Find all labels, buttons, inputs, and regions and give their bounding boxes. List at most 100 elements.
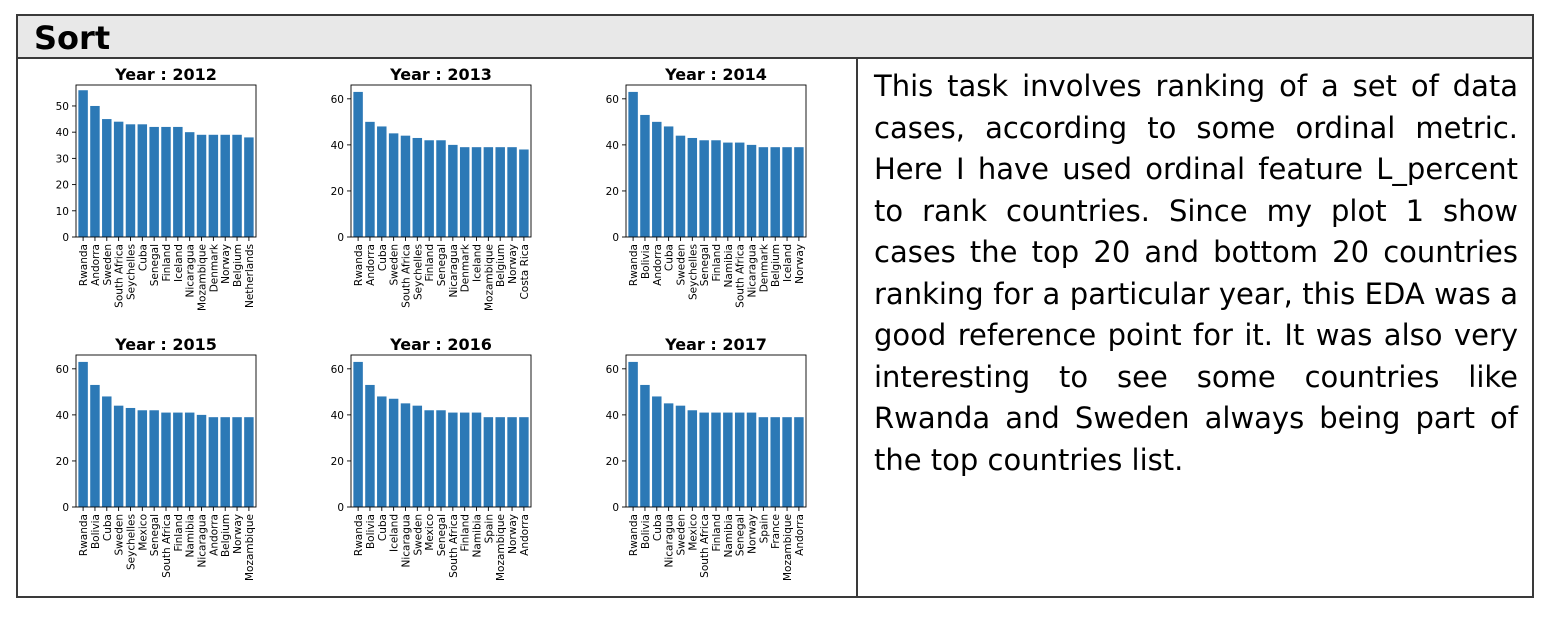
x-tick-label: Iceland [389, 514, 401, 552]
x-tick-label: Nicaragua [448, 244, 460, 297]
bar [161, 412, 171, 507]
y-tick-label: 0 [62, 232, 69, 244]
x-tick-label: Norway [794, 244, 806, 284]
chart-title: Year : 2013 [389, 65, 492, 84]
x-tick-label: Norway [747, 514, 759, 554]
y-tick-label: 20 [606, 186, 619, 198]
bar [102, 119, 112, 237]
bar [78, 361, 88, 507]
x-tick-label: Belgium [495, 244, 507, 287]
bar [723, 142, 733, 237]
bar [675, 135, 686, 237]
bar [78, 90, 88, 238]
bar [173, 412, 183, 507]
y-tick-label: 40 [606, 410, 619, 422]
bar [628, 361, 638, 507]
x-tick-label: South Africa [735, 244, 747, 308]
bar [663, 126, 674, 237]
bar [102, 396, 112, 507]
x-tick-label: South Africa [161, 514, 173, 578]
x-tick-label: Seychelles [687, 244, 699, 300]
bar [746, 412, 757, 507]
x-tick-label: Seychelles [125, 244, 137, 300]
x-tick-label: Seychelles [412, 244, 424, 300]
x-tick-label: Mexico [687, 514, 699, 551]
y-tick-label: 40 [606, 140, 619, 152]
x-tick-label: Sweden [675, 514, 687, 556]
bar [184, 412, 195, 507]
bar [782, 147, 792, 237]
bar [208, 417, 219, 507]
x-tick-label: Senegal [699, 244, 711, 286]
y-tick-label: 0 [337, 502, 344, 514]
bar [746, 144, 757, 237]
x-tick-label: Mozambique [495, 514, 507, 581]
bar [734, 142, 745, 237]
x-tick-label: Norway [232, 514, 244, 554]
x-tick-label: Mexico [424, 514, 436, 551]
x-tick-label: Sweden [102, 244, 114, 286]
chart-title: Year : 2012 [114, 65, 217, 84]
bar [113, 121, 124, 237]
y-tick-label: 20 [56, 180, 69, 192]
chart-title: Year : 2014 [664, 65, 767, 84]
bar [519, 417, 529, 507]
plots-grid: Year : 2012 0 10 20 30 40 50 Rwanda Andorra Swede… [18, 59, 856, 598]
bar-chart-2: Year : 2013 0 20 40 60 Rwanda Andorra Cuba Swede… [331, 65, 532, 311]
bar [244, 417, 254, 507]
bar [90, 105, 100, 237]
bar [353, 361, 363, 507]
x-tick-label: Andorra [794, 514, 806, 556]
bar [507, 147, 517, 237]
bar [208, 134, 219, 237]
x-tick-label: Finland [711, 244, 723, 282]
bar [675, 405, 686, 507]
x-tick-label: France [770, 514, 782, 549]
chart-title: Year : 2017 [664, 335, 767, 354]
x-tick-label: Cuba [377, 514, 389, 541]
bar [652, 396, 662, 507]
section-header: Sort [18, 16, 1532, 59]
bar [711, 140, 721, 237]
x-tick-label: Bolivia [365, 514, 377, 549]
x-tick-label: Costa Rica [519, 244, 531, 300]
bar [184, 132, 195, 237]
x-tick-label: Cuba [137, 244, 149, 271]
x-tick-label: Cuba [102, 514, 114, 541]
bar [232, 134, 242, 237]
bar [758, 147, 769, 237]
bar-chart-5: Year : 2016 0 20 40 60 Rwanda Bolivia Cuba Icela… [331, 335, 532, 581]
x-tick-label: South Africa [448, 514, 460, 578]
bar [365, 384, 375, 507]
x-tick-label: Rwanda [78, 244, 90, 286]
y-tick-label: 0 [612, 502, 619, 514]
bar-chart-3: Year : 2014 0 20 40 60 Rwanda Bolivia Andorra Cu… [606, 65, 807, 308]
x-tick-label: Cuba [664, 244, 676, 271]
x-tick-label: Mozambique [483, 244, 495, 311]
x-tick-label: Namibia [185, 514, 197, 557]
chart-title: Year : 2016 [389, 335, 492, 354]
x-tick-label: South Africa [114, 244, 126, 308]
bar [220, 134, 230, 237]
y-tick-label: 60 [331, 364, 344, 376]
x-tick-label: Senegal [149, 244, 161, 286]
x-tick-label: Nicaragua [747, 244, 759, 297]
x-tick-label: Rwanda [353, 514, 365, 556]
description-text: This task involves ranking of a set of d… [874, 69, 1518, 477]
bar [149, 410, 159, 507]
bar [640, 384, 650, 507]
bar [196, 134, 207, 237]
x-tick-label: Seychelles [125, 514, 137, 570]
x-tick-label: Senegal [436, 244, 448, 286]
bar [424, 140, 434, 237]
bar [400, 135, 411, 237]
bar [149, 126, 159, 237]
x-tick-label: Denmark [758, 243, 770, 292]
bar [137, 410, 148, 507]
bar [196, 414, 207, 507]
bar [113, 405, 124, 507]
bar [377, 126, 387, 237]
x-tick-label: Netherlands [244, 244, 256, 308]
bar [436, 410, 446, 507]
